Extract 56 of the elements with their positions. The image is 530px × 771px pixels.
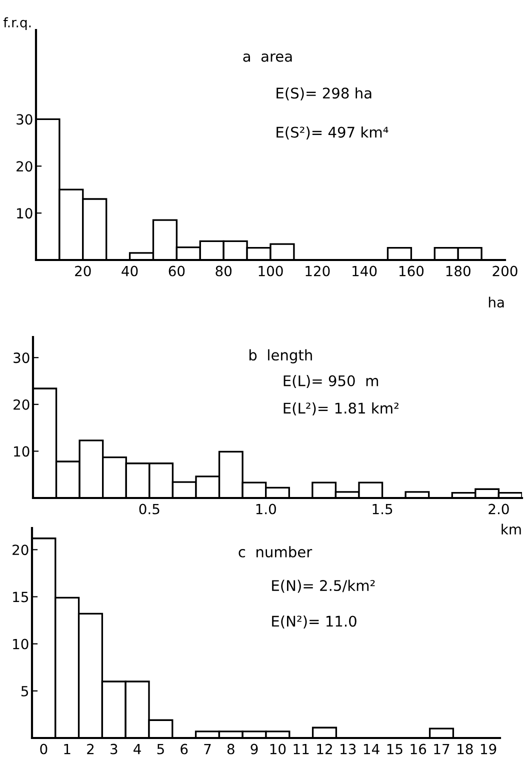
x-axis-title: ha [488, 296, 504, 308]
annotation: E(S²)= 497 km⁴ [276, 126, 388, 140]
x-tick-label: 160 [399, 266, 424, 276]
x-tick-label: 0.5 [139, 504, 160, 514]
x-tick-label: 10 [270, 744, 286, 754]
x-tick-label: 200 [492, 266, 518, 276]
x-tick-label: 8 [227, 744, 234, 754]
x-tick-label: 19 [480, 744, 496, 754]
x-tick-label: 4 [134, 744, 141, 754]
x-tick-label: 18 [458, 744, 473, 754]
annotation: E(N²)= 11.0 [272, 615, 356, 628]
x-tick-label: 60 [168, 266, 185, 276]
x-tick-label: 11 [294, 744, 309, 754]
annotation: E(S)= 298 ha [276, 87, 372, 100]
x-tick-label: 1.5 [372, 504, 392, 514]
x-tick-label: 16 [410, 744, 426, 754]
y-tick-label: 30 [16, 114, 32, 125]
y-tick-label: 20 [16, 161, 32, 172]
annotation: E(L²)= 1.81 km² [284, 402, 398, 416]
x-tick-label: 80 [216, 266, 232, 276]
x-tick-label: 100 [258, 266, 283, 276]
x-tick-label: 1.0 [256, 504, 276, 514]
y-tick-label: 20 [14, 399, 30, 410]
y-tick-label: 20 [12, 544, 28, 556]
x-tick-label: 9 [250, 744, 258, 754]
x-tick-label: 13 [340, 744, 356, 754]
x-tick-label: 1 [64, 744, 70, 754]
y-tick-label: 10 [17, 208, 32, 219]
x-axis-title: km [502, 524, 521, 534]
annotation: E(L)= 950 m [284, 375, 378, 388]
x-tick-label: 20 [75, 266, 91, 276]
x-tick-label: 7 [204, 744, 211, 754]
text: c number [238, 546, 312, 558]
text: a area [243, 53, 292, 62]
x-tick-label: 2 [87, 744, 94, 754]
x-tick-label: 17 [434, 744, 450, 754]
y-tick-label: 15 [13, 592, 28, 602]
x-tick-label: 6 [180, 744, 188, 754]
x-tick-label: 5 [157, 744, 164, 754]
y-tick-label: 30 [14, 352, 30, 364]
x-tick-label: 180 [446, 266, 470, 276]
x-tick-label: 40 [122, 266, 138, 276]
x-tick-label: 12 [317, 744, 332, 754]
annotation: E(N)= 2.5/km² [272, 580, 375, 593]
x-tick-label: 120 [306, 266, 330, 276]
y-tick-label: 10 [14, 446, 30, 457]
x-tick-label: 0 [40, 744, 48, 754]
y-tick-label: 5 [21, 686, 28, 696]
x-tick-label: 2.0 [488, 504, 509, 514]
x-tick-label: 15 [387, 744, 402, 754]
y-tick-label: 10 [13, 638, 28, 650]
x-tick-label: 140 [352, 266, 377, 276]
x-tick-label: 3 [110, 744, 118, 754]
y-axis-title: f.r.q. [3, 17, 31, 30]
text: b length [249, 349, 312, 364]
x-tick-label: 14 [364, 744, 380, 754]
